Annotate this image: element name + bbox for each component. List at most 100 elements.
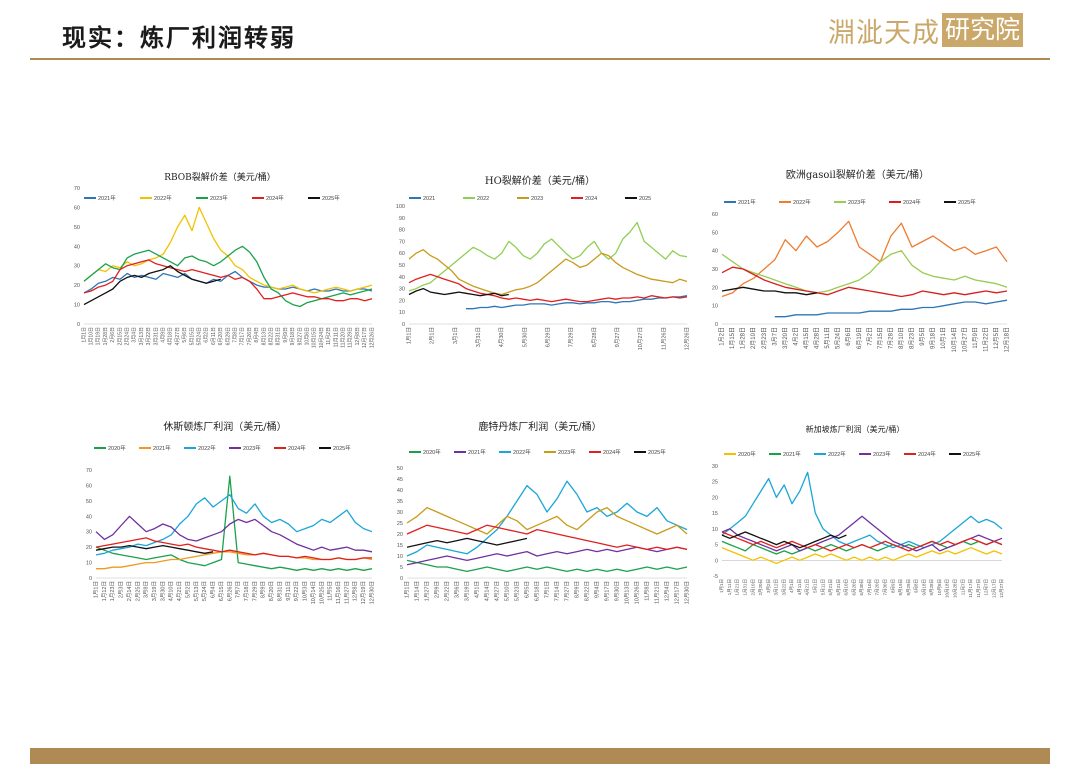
x-tick-label: 12月30日: [683, 581, 690, 604]
x-tick-label: 12月27日: [999, 579, 1005, 598]
y-tick-label: 50: [86, 499, 92, 505]
x-tick-label: 2月20日: [758, 579, 764, 596]
x-tick-label: 4月1日: [473, 581, 480, 598]
x-tick-label: 1月14日: [413, 581, 420, 601]
brand-logo: 淵泚天成 研究院: [828, 12, 1024, 49]
x-tick-label: 8月9日: [890, 579, 896, 593]
x-tick-label: 2月10日: [750, 579, 756, 596]
y-tick-label: 30: [712, 267, 718, 273]
y-tick-label: 10: [74, 303, 80, 309]
x-tick-label: 11月20日: [341, 327, 347, 348]
x-tick-label: 1月2日: [719, 327, 726, 346]
legend-label: 2021年: [468, 448, 486, 456]
x-tick-label: 1月12日: [101, 581, 108, 601]
y-tick-label: 25: [712, 480, 718, 486]
x-tick-label: 4月18日: [168, 327, 174, 345]
x-tick-label: 10月8日: [937, 579, 943, 596]
x-tick-label: 5月6日: [182, 327, 188, 343]
y-tick-label: 5: [400, 565, 403, 571]
y-tick-label: 50: [74, 225, 80, 231]
series-line: [406, 524, 688, 551]
legend-label: 2024年: [603, 448, 621, 456]
x-tick-label: 8月31日: [276, 327, 282, 345]
series-line: [95, 537, 372, 561]
x-tick-label: 3月22日: [781, 579, 787, 596]
x-tick-label: 10月1日: [940, 327, 947, 349]
series-line: [721, 286, 818, 296]
x-tick-label: 10月15日: [312, 327, 318, 348]
x-tick-label: 7月28日: [887, 327, 894, 349]
x-tick-label: 9月9日: [283, 327, 289, 343]
x-tick-label: 12月4日: [663, 581, 670, 601]
legend-label: 2020年: [423, 448, 441, 456]
y-tick-label: 30: [397, 510, 403, 516]
x-tick-label: 4月9日: [161, 327, 167, 343]
x-tick-label: 1月23日: [109, 581, 116, 601]
legend-label: 2023年: [873, 450, 891, 458]
series-line: [83, 270, 373, 294]
legend-label: 2024年: [903, 198, 921, 206]
x-tick-label: 4月10日: [168, 581, 175, 601]
y-tick-label: 15: [712, 511, 718, 517]
legend-label: 2021年: [738, 198, 756, 206]
chart-title: 鹿特丹炼厂利润（美元/桶）: [478, 420, 601, 433]
x-tick-label: 8月22日: [269, 327, 275, 345]
y-tick-label: 70: [86, 468, 92, 474]
x-tick-label: 5月11日: [820, 579, 826, 595]
y-tick-label: 10: [397, 554, 403, 560]
x-tick-label: 8月20日: [268, 581, 275, 601]
x-tick-label: 6月4日: [210, 581, 217, 598]
y-tick-label: 90: [399, 216, 405, 222]
y-tick-label: 30: [712, 464, 718, 470]
x-tick-label: 7月7日: [235, 581, 242, 598]
x-tick-label: 1月27日: [423, 581, 430, 601]
series-line: [774, 299, 1008, 318]
x-tick-label: 1月15日: [729, 327, 736, 349]
series-line: [721, 250, 1008, 294]
y-tick-label: 30: [399, 287, 405, 293]
legend-label: 2020年: [108, 444, 126, 452]
series-line: [95, 494, 373, 556]
x-tick-label: 6月6日: [845, 327, 852, 346]
y-tick-label: 70: [74, 186, 80, 192]
x-tick-label: 5月24日: [197, 327, 203, 345]
y-tick-label: 60: [86, 483, 92, 489]
x-tick-label: 5月24日: [201, 581, 208, 601]
x-tick-label: 7月15日: [877, 327, 884, 349]
x-tick-label: 7月20日: [875, 579, 881, 596]
x-tick-label: 3月6日: [453, 581, 460, 598]
x-tick-label: 7月30日: [883, 579, 889, 596]
x-tick-label: 2月15日: [117, 327, 123, 345]
legend-label: 2022: [477, 196, 489, 202]
y-tick-label: 20: [712, 495, 718, 501]
x-tick-label: 12月17日: [362, 327, 368, 348]
x-tick-label: 6月20日: [851, 579, 857, 596]
x-tick-label: 11月9日: [972, 327, 979, 349]
y-tick-label: 25: [397, 521, 403, 527]
legend-label: 2025年: [333, 444, 351, 452]
y-tick-label: 0: [402, 322, 405, 328]
chart-houston-margin: 休斯顿炼厂利润（美元/桶） 2020年 2021年 2022年 2023年 2024年 20…: [70, 418, 380, 626]
x-tick-label: 7月10日: [867, 579, 873, 596]
chart-gasoil-crack: 欧洲gasoil裂解价差（美元/桶） 2021年 2022年 2023年 2024年 20…: [700, 166, 1015, 368]
x-tick-label: 6月2日: [204, 327, 210, 343]
legend-label: 2025年: [958, 198, 976, 206]
y-tick-label: 40: [399, 275, 405, 281]
x-tick-label: 10月26日: [633, 581, 640, 604]
x-tick-label: 6月11日: [211, 327, 217, 345]
x-tick-label: 1月28日: [103, 327, 109, 345]
x-tick-label: 9月30日: [613, 581, 620, 601]
legend-label: 2023: [531, 196, 543, 202]
x-tick-label: 12月8日: [352, 581, 359, 601]
x-tick-label: 10月27日: [961, 327, 968, 352]
x-tick-label: 9月4日: [593, 581, 600, 598]
x-tick-label: 12月30日: [368, 581, 375, 604]
x-tick-label: 11月27日: [343, 581, 350, 604]
x-tick-label: 8月28日: [591, 327, 598, 347]
x-tick-label: 4月21日: [176, 581, 183, 601]
x-tick-label: 4月14日: [483, 581, 490, 601]
series-line: [721, 515, 1003, 552]
x-tick-label: 8月22日: [583, 581, 590, 601]
x-tick-label: 5月31日: [836, 579, 842, 596]
legend-label: 2023年: [243, 444, 261, 452]
